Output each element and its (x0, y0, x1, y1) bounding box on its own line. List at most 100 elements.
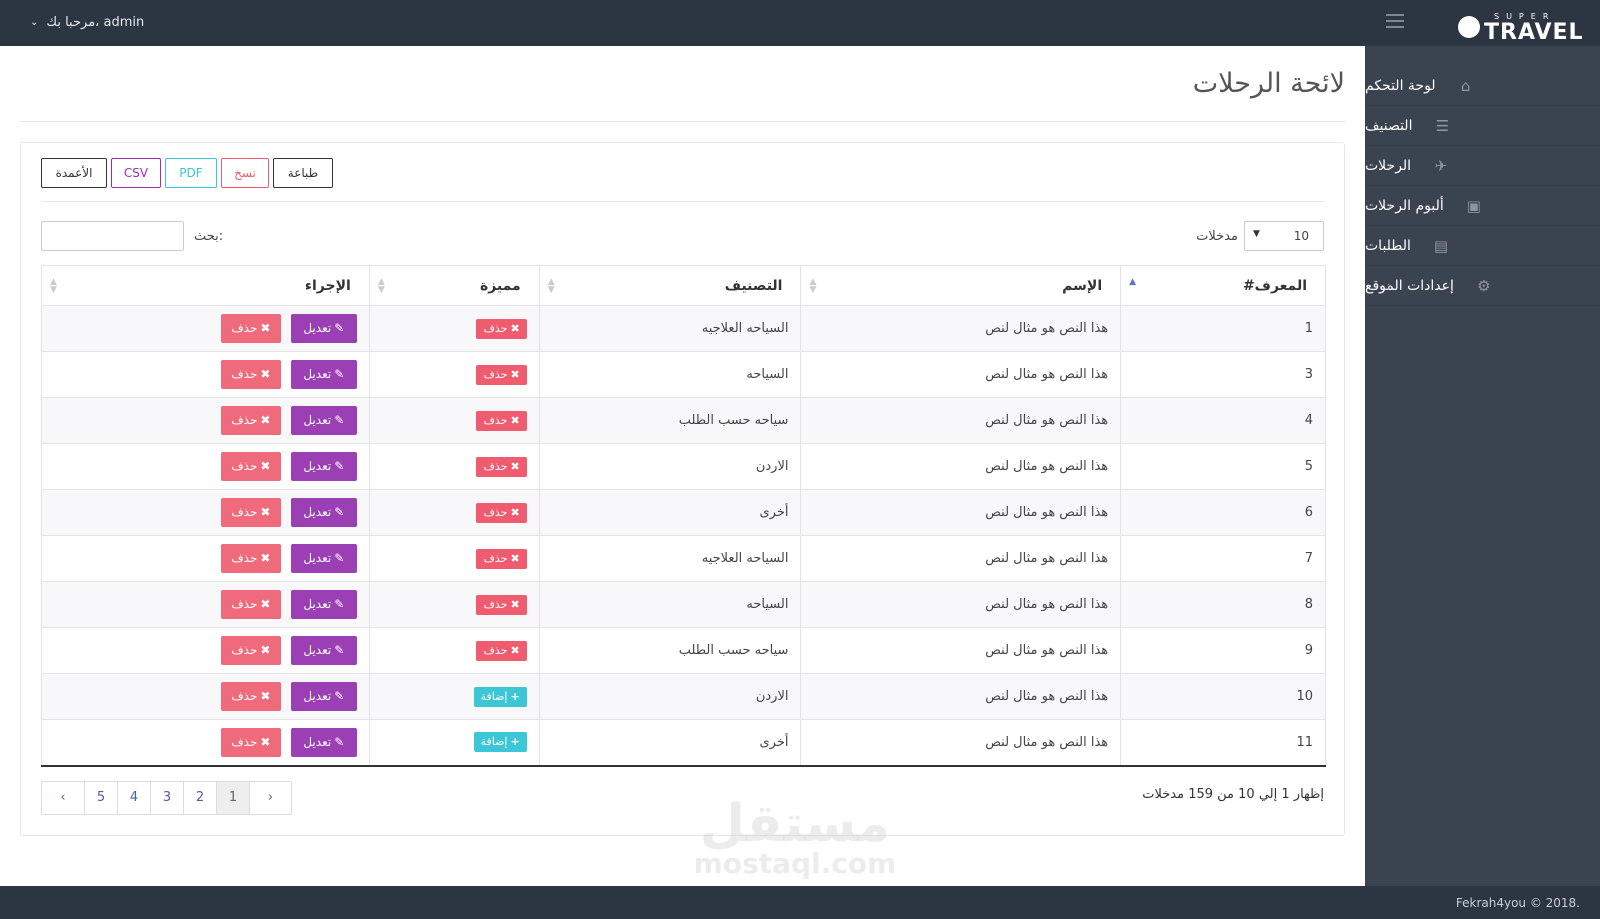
featured-label: حذف (483, 367, 508, 381)
chevron-left-icon: ‹ (1387, 199, 1392, 213)
cell-featured: ✖حذف (368, 351, 540, 398)
logo[interactable]: SUPER TRAVEL (1458, 10, 1583, 45)
pagination-page[interactable]: 2 (183, 782, 216, 814)
image-icon: ▣ (1466, 196, 1481, 215)
sidebar-item-trips[interactable]: ‹ الرحلات ✈ (1365, 146, 1600, 186)
edit-button[interactable]: ✎تعديل (290, 727, 357, 757)
delete-button[interactable]: ✖حذف (220, 452, 281, 481)
page-length-select[interactable]: 10 ▼ (1244, 221, 1324, 251)
plus-icon: + (510, 689, 520, 703)
edit-label: تعديل (303, 551, 332, 565)
sidebar-item-label: الطلبات (1365, 237, 1411, 254)
table-panel: الأعمدة CSV PDF نسخ طباعة 10 ▼ مدخلات بح… (20, 142, 1345, 836)
edit-icon: ✎ (334, 643, 345, 657)
header-id[interactable]: المعرف# ▲ (1120, 265, 1326, 306)
featured-delete-button[interactable]: ✖حذف (476, 640, 527, 661)
close-icon: ✖ (260, 597, 271, 611)
edit-button[interactable]: ✎تعديل (290, 544, 357, 573)
cell-category: السياحه العلاجيه (538, 535, 802, 582)
delete-label: حذف (231, 413, 258, 427)
globe-icon (1458, 16, 1480, 38)
header-featured[interactable]: مميزة ▲ ▼ (368, 265, 540, 306)
header-name[interactable]: الإسم ▲ ▼ (800, 265, 1122, 306)
columns-button[interactable]: الأعمدة (41, 158, 107, 188)
featured-delete-button[interactable]: ✖حذف (476, 410, 527, 431)
header-action[interactable]: الإجراء ▲ ▼ (41, 265, 370, 306)
chevron-down-icon: ⌄ (30, 17, 39, 28)
featured-add-button[interactable]: +إضافة (473, 686, 527, 707)
delete-button[interactable]: ✖حذف (220, 406, 281, 435)
search-input[interactable] (41, 221, 184, 251)
delete-label: حذف (231, 551, 258, 565)
edit-label: تعديل (303, 597, 332, 611)
featured-add-button[interactable]: +إضافة (473, 732, 527, 753)
edit-button[interactable]: ✎تعديل (290, 406, 357, 435)
close-icon: ✖ (260, 643, 271, 657)
table-header-row: المعرف# ▲ الإسم ▲ ▼ التصنيف ▲ ▼ مميزة ▲ ▼ الإجر… (41, 265, 1326, 306)
action-buttons: ✎تعديل ✖حذف (42, 498, 357, 527)
sidebar-item-categories[interactable]: التصنيف ☰ (1365, 106, 1600, 146)
featured-delete-button[interactable]: ✖حذف (476, 502, 527, 523)
featured-delete-button[interactable]: ✖حذف (476, 594, 527, 615)
pdf-button[interactable]: PDF (165, 158, 217, 188)
delete-button[interactable]: ✖حذف (220, 544, 281, 573)
featured-delete-button[interactable]: ✖حذف (476, 364, 527, 385)
pagination-page-active[interactable]: 1 (216, 782, 249, 814)
pagination-page[interactable]: 4 (117, 782, 150, 814)
sidebar-item-album[interactable]: ‹ ألبوم الرحلات ▣ (1365, 186, 1600, 226)
print-button[interactable]: طباعة (273, 158, 333, 188)
edit-button[interactable]: ✎تعديل (290, 360, 357, 389)
copy-button[interactable]: نسخ (221, 158, 269, 188)
delete-button[interactable]: ✖حذف (220, 636, 281, 665)
chevron-left-icon: ‹ (1387, 159, 1392, 173)
cell-id: 1 (1120, 305, 1326, 352)
delete-button[interactable]: ✖حذف (220, 727, 281, 757)
delete-button[interactable]: ✖حذف (220, 498, 281, 527)
edit-icon: ✎ (334, 321, 345, 335)
featured-delete-button[interactable]: ✖حذف (476, 548, 527, 569)
edit-button[interactable]: ✎تعديل (290, 682, 357, 711)
header-category[interactable]: التصنيف ▲ ▼ (538, 265, 802, 306)
edit-icon: ✎ (334, 413, 345, 427)
sidebar-item-dashboard[interactable]: لوحة التحكم ⌂ (1365, 66, 1600, 106)
edit-button[interactable]: ✎تعديل (290, 452, 357, 481)
edit-button[interactable]: ✎تعديل (290, 314, 357, 343)
sidebar-item-orders[interactable]: الطلبات ▤ (1365, 226, 1600, 266)
sidebar-item-settings[interactable]: ‹ إعدادات الموقع ⚙ (1365, 266, 1600, 306)
table-row: 10 هذا النص هو مثال لنص الاردن +إضافة ✎تعديل… (41, 673, 1326, 720)
edit-button[interactable]: ✎تعديل (290, 636, 357, 665)
pagination-next[interactable]: ‹ (60, 790, 66, 805)
sidebar-item-label: ألبوم الرحلات (1365, 197, 1444, 214)
edit-button[interactable]: ✎تعديل (290, 498, 357, 527)
edit-button[interactable]: ✎تعديل (290, 590, 357, 619)
delete-button[interactable]: ✖حذف (220, 314, 281, 343)
pagination-page[interactable]: 5 (84, 782, 117, 814)
featured-delete-button[interactable]: ✖حذف (476, 318, 527, 339)
cell-featured: ✖حذف (368, 305, 540, 352)
divider (41, 201, 1324, 202)
delete-button[interactable]: ✖حذف (220, 590, 281, 619)
table-row: 4 هذا النص هو مثال لنص سياحه حسب الطلب ✖حذف… (41, 397, 1326, 444)
cell-featured: ✖حذف (368, 627, 540, 674)
featured-delete-button[interactable]: ✖حذف (476, 456, 527, 477)
table-info: إظهار 1 إلي 10 من 159 مدخلات (1142, 787, 1324, 802)
list-icon: ☰ (1435, 116, 1450, 135)
delete-label: حذف (231, 734, 258, 749)
pagination-prev[interactable]: › (249, 782, 291, 814)
delete-button[interactable]: ✖حذف (220, 360, 281, 389)
pagination-page[interactable]: 3 (150, 782, 183, 814)
cell-featured: ✖حذف (368, 443, 540, 490)
delete-button[interactable]: ✖حذف (220, 682, 281, 711)
edit-label: تعديل (303, 459, 332, 473)
menu-toggle-icon[interactable] (1386, 14, 1404, 30)
edit-icon: ✎ (334, 597, 345, 611)
cell-action: ✎تعديل ✖حذف (41, 397, 370, 444)
edit-label: تعديل (303, 505, 332, 519)
featured-label: إضافة (480, 689, 508, 703)
user-menu[interactable]: ⌄ مرحبا بك، admin (30, 15, 144, 30)
cell-category: الاردن (538, 443, 802, 490)
delete-label: حذف (231, 597, 258, 611)
featured-label: حذف (483, 321, 508, 335)
search-control: بحث: (41, 221, 223, 251)
csv-button[interactable]: CSV (111, 158, 161, 188)
